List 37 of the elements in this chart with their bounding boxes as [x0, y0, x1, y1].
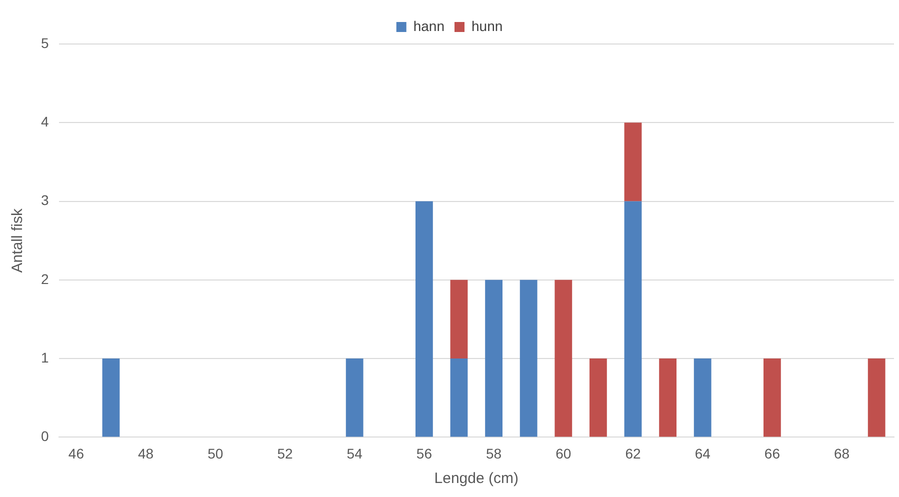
y-tick-label: 1: [40, 349, 49, 366]
x-tick-label: 52: [277, 445, 293, 462]
bar: [764, 358, 781, 437]
x-tick-label: 56: [416, 445, 432, 462]
x-tick-label: 50: [208, 445, 224, 462]
bar: [450, 358, 468, 437]
bar: [624, 201, 642, 437]
bar: [624, 122, 642, 202]
y-tick-label: 2: [40, 270, 49, 287]
bar: [450, 280, 468, 359]
legend-label: hunn: [472, 18, 503, 34]
y-tick-label: 5: [40, 34, 49, 51]
bar: [868, 358, 886, 437]
x-tick-label: 46: [68, 445, 84, 462]
bar: [102, 358, 120, 437]
x-tick-label: 60: [556, 445, 572, 462]
bar: [346, 358, 364, 437]
bar: [554, 280, 572, 437]
y-tick-label: 4: [40, 114, 49, 130]
legend-label: hann: [413, 18, 445, 34]
bar: [520, 280, 538, 437]
x-tick-label: 62: [625, 445, 641, 462]
bar: [659, 358, 676, 437]
x-tick-label: 54: [346, 445, 363, 462]
x-tick-label: 68: [834, 445, 850, 462]
bar: [589, 358, 607, 437]
bar: [694, 358, 712, 437]
x-tick-label: 66: [764, 445, 780, 462]
y-tick-label: 3: [40, 192, 49, 208]
x-tick-label: 48: [138, 445, 154, 462]
bar: [415, 201, 433, 437]
bar: [485, 280, 502, 437]
x-axis-title: Lengde (cm): [434, 470, 518, 488]
x-tick-label: 64: [694, 445, 711, 462]
y-axis-title: Antall fisk: [9, 208, 26, 273]
x-tick-label: 58: [486, 445, 502, 462]
y-tick-label: 0: [40, 428, 49, 444]
